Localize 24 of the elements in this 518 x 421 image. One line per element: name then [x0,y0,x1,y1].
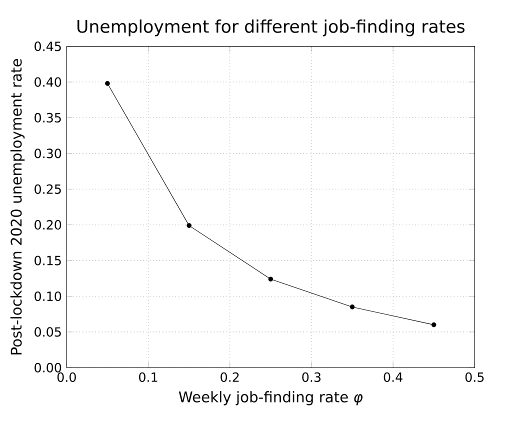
point [186,223,192,228]
y-tick-label: 0.20 [34,220,62,230]
point [268,276,274,282]
y-tick-label: 0.40 [34,77,62,87]
x-tick-label: 0.1 [139,372,158,382]
x-tick-label: 0.0 [57,372,76,382]
y-axis-title: Post-lockdown 2020 unemployment rate [10,59,25,354]
y-tick-label: 0.10 [34,291,62,302]
x-axis-title: Weekly job-finding rate φ [178,391,363,406]
chart-title: Unemployment for different job-finding rates [78,20,465,36]
y-tick-label: 0.30 [34,148,62,158]
point [350,304,355,310]
x-tick-label: 0.4 [384,372,402,382]
y-tick-label: 0.45 [34,42,61,52]
y-tick-label: 0.25 [34,184,61,194]
x-tick-label: 0.2 [220,372,239,382]
y-tick-label: 0.00 [34,362,62,372]
y-tick-label: 0.35 [34,112,61,123]
point [105,81,110,86]
x-tick-label: 0.3 [302,372,321,382]
y-tick-label: 0.15 [34,256,61,266]
x-tick-label: 0.5 [465,372,484,382]
y-tick-label: 0.05 [34,327,61,337]
point [431,322,436,328]
